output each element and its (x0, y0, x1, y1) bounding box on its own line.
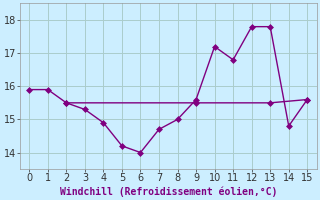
X-axis label: Windchill (Refroidissement éolien,°C): Windchill (Refroidissement éolien,°C) (60, 186, 277, 197)
